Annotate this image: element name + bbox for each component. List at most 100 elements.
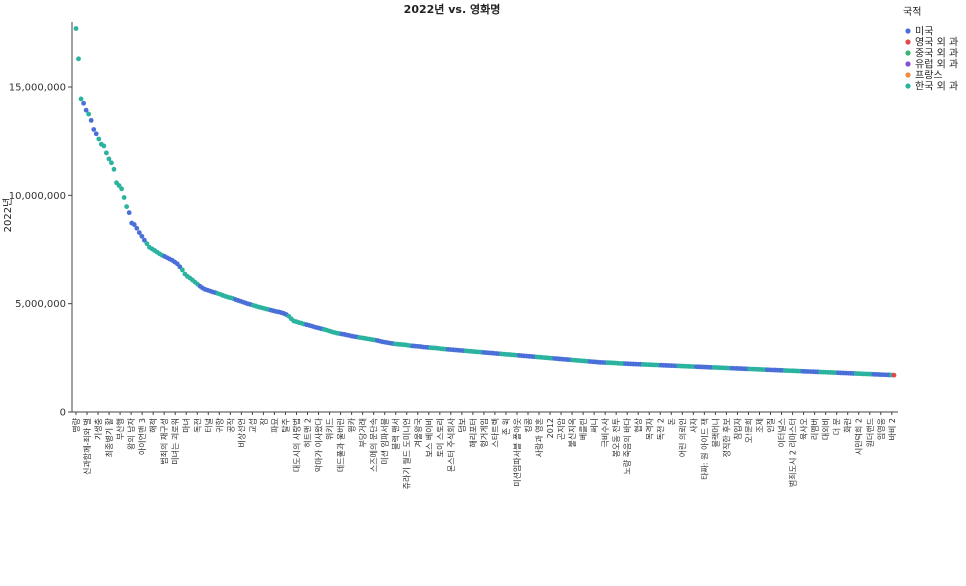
x-tick-label: 아이언맨 3 — [137, 418, 147, 455]
legend-swatch — [905, 61, 911, 67]
x-tick-label: 원더랜드 — [865, 418, 875, 447]
data-point — [109, 160, 114, 166]
x-tick-label: 헝거게임 — [479, 418, 489, 447]
x-tick-label: 독전 — [192, 418, 202, 433]
x-tick-label: 왕의 남자 — [126, 417, 136, 450]
x-tick-label: 이터널스 — [777, 418, 787, 447]
data-point — [144, 241, 150, 247]
x-tick-label: 독전 2 — [655, 418, 665, 440]
data-point — [179, 267, 185, 273]
legend-title: 국적 — [903, 6, 921, 18]
data-point — [121, 195, 127, 200]
x-tick-label: 비상선언 — [236, 418, 246, 447]
x-tick-label: 부산행 — [115, 418, 125, 440]
x-tick-label: 협상 — [633, 417, 643, 432]
data-point — [891, 372, 897, 378]
x-tick-label: 잠 — [258, 417, 268, 425]
x-tick-label: 화란 — [843, 417, 853, 432]
y-axis: 0 5,000,000 10,000,000 15,000,000 — [9, 22, 73, 419]
x-tick-label: 노량 죽음의 바다 — [622, 417, 632, 474]
chart-title: 2022년 vs. 영화명 — [404, 2, 501, 16]
data-point — [134, 225, 140, 231]
data-point — [83, 107, 89, 113]
x-tick-label: 교섭 — [247, 418, 257, 433]
data-point — [91, 127, 97, 132]
data-point — [139, 233, 145, 239]
legend-swatch — [905, 72, 911, 78]
y-axis-label: 2022년 — [2, 198, 14, 233]
x-tick-label: 명량 — [71, 417, 81, 432]
x-tick-label: 어린 의뢰인 — [677, 418, 687, 457]
data-point — [126, 210, 132, 216]
x-tick-label: 몬스터 주식회사 — [447, 417, 456, 472]
x-tick-label: 웡카 — [347, 417, 357, 432]
x-tick-label: 미션임파서블 폴아웃 — [512, 418, 522, 487]
data-point — [73, 26, 79, 31]
x-tick-label: 목격자 — [644, 417, 654, 440]
x-tick-label: 토이 스토리 — [435, 418, 445, 457]
x-axis: 명량 신과함께-죄와 벌 기생충 최종병기 활 부산행 왕의 남자 아이언맨 3 해적 범죄의 … — [71, 411, 898, 489]
x-tick-label: 임영웅 — [876, 418, 886, 440]
x-tick-label: 탈주 — [280, 418, 290, 433]
x-tick-label: 불신지옥 — [567, 418, 577, 447]
data-point — [141, 237, 147, 243]
x-tick-label: 침입자 — [733, 417, 742, 440]
x-tick-label: 타짜: 원 아이드 잭 — [699, 418, 709, 480]
data-point — [88, 117, 94, 123]
x-tick-label: 블랙머니 — [710, 418, 720, 447]
y-tick-label: 5,000,000 — [15, 299, 66, 310]
data-point — [93, 131, 99, 137]
x-tick-label: 오!문희 — [743, 418, 753, 443]
x-tick-label: 베를린 — [578, 418, 588, 440]
data-point — [136, 230, 142, 236]
x-tick-label: 극비수사 — [601, 417, 610, 447]
legend-swatch — [905, 28, 911, 34]
data-point — [111, 166, 117, 172]
x-tick-label: 파묘 — [270, 418, 279, 433]
x-tick-label: 사랑과 영혼 — [534, 418, 544, 457]
data-point — [86, 111, 92, 117]
y-tick-label: 15,000,000 — [9, 83, 66, 94]
data-point — [131, 222, 137, 227]
x-tick-label: 대외비 — [821, 418, 831, 440]
y-tick-label: 10,000,000 — [9, 191, 66, 202]
x-tick-label: 정직한 후보 — [721, 418, 731, 457]
data-point — [101, 143, 107, 149]
x-tick-label: 부당거래 — [358, 418, 368, 447]
legend-label: 프랑스 — [915, 70, 943, 82]
x-tick-label: 겨울왕국 — [414, 418, 423, 447]
x-tick-label: 블랙 팬서 — [391, 418, 401, 450]
x-tick-label: 써니 — [589, 418, 599, 433]
x-tick-label: 더 문 — [833, 418, 842, 435]
x-tick-label: 덤보 — [457, 418, 467, 433]
x-tick-label: 귀향 — [214, 417, 224, 432]
x-tick-label: 킹콩 — [523, 418, 533, 433]
x-tick-label: 시민덕희 2 — [854, 418, 864, 455]
x-tick-label: 리멤버 — [810, 418, 820, 440]
data-point — [78, 96, 84, 102]
x-tick-label: 쥬라기 월드 도미니언 — [402, 418, 412, 489]
x-tick-label: 2012 — [546, 418, 555, 438]
x-tick-label: 미녀는 괴로워 — [171, 418, 180, 465]
x-tick-label: 공작 — [225, 417, 235, 432]
x-tick-label: 데드풀과 울버린 — [336, 418, 346, 472]
data-point — [96, 136, 102, 142]
x-tick-label: 해리포터 — [468, 418, 478, 447]
x-tick-label: 터널 — [204, 418, 213, 433]
data-point — [106, 156, 112, 162]
x-tick-label: 기생충 — [93, 418, 103, 440]
legend-label: 영국 외 과 — [915, 37, 958, 49]
data-point — [119, 186, 124, 192]
x-tick-label: 바비 2 — [887, 418, 897, 440]
legend-swatch — [905, 50, 911, 56]
x-tick-label: 최종병기 활 — [104, 417, 114, 457]
legend-swatch — [905, 83, 911, 89]
legend-label: 한국 외 과 — [915, 81, 958, 93]
legend-swatch — [905, 39, 911, 45]
x-tick-label: 사자 — [689, 417, 698, 432]
x-tick-label: 존 윅 — [502, 418, 511, 435]
x-tick-label: 대도시의 사랑법 — [291, 418, 301, 472]
data-point — [76, 56, 81, 62]
x-tick-label: 보스 베이비 — [424, 418, 434, 457]
